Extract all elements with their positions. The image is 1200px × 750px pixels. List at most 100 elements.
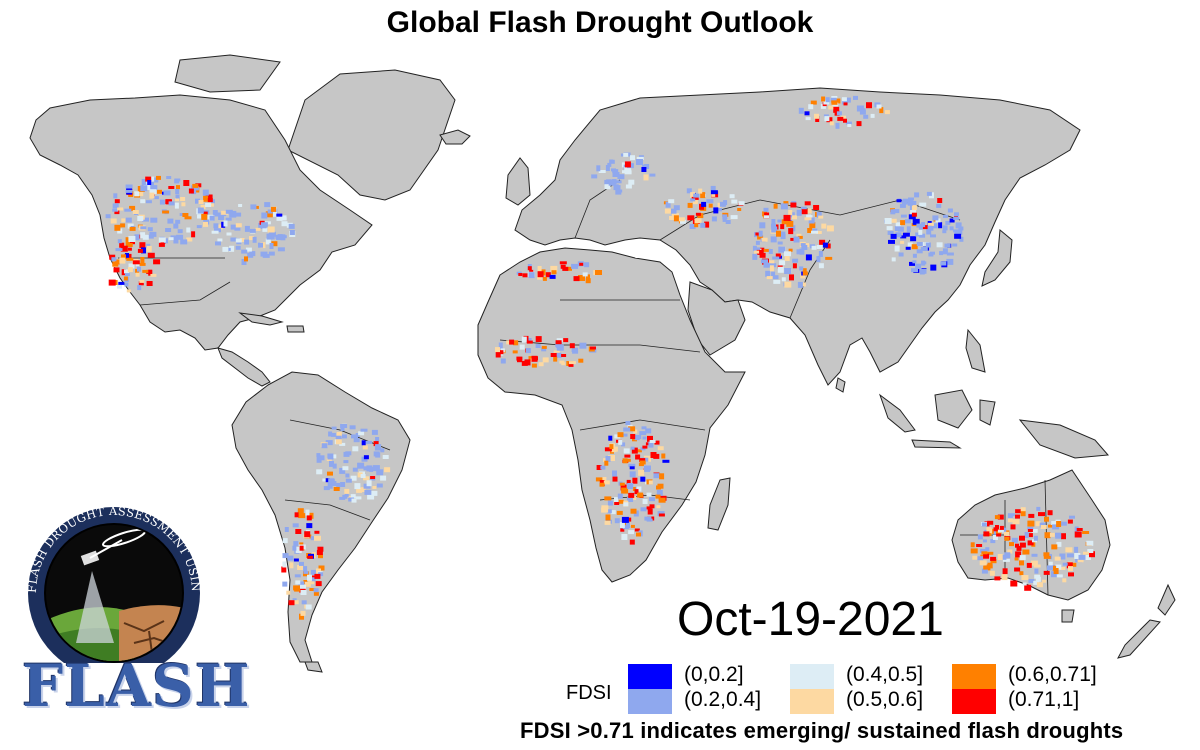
drought-pixel: [906, 226, 911, 233]
drought-pixel: [203, 195, 209, 202]
drought-pixel: [156, 175, 161, 180]
drought-pixel: [621, 442, 626, 447]
drought-pixel: [110, 218, 117, 224]
drought-pixel: [644, 164, 650, 169]
drought-pixel: [313, 588, 319, 593]
legend-label-5: (0.71,1]: [1008, 688, 1080, 711]
drought-pixel: [192, 186, 199, 191]
drought-pixel: [119, 242, 125, 248]
drought-pixel: [244, 239, 250, 245]
drought-pixel: [936, 203, 942, 208]
drought-pixel: [717, 202, 722, 208]
drought-pixel: [573, 276, 580, 282]
drought-pixel: [282, 538, 288, 544]
drought-pixel: [993, 535, 998, 540]
drought-pixel: [350, 475, 357, 481]
drought-pixel: [645, 428, 652, 434]
drought-pixel: [784, 256, 790, 261]
drought-pixel: [304, 581, 311, 587]
drought-pixel: [607, 500, 613, 506]
drought-pixel: [982, 539, 987, 543]
drought-pixel: [142, 269, 149, 273]
drought-pixel: [599, 482, 605, 487]
drought-pixel: [990, 539, 996, 544]
drought-pixel: [550, 265, 558, 272]
drought-pixel: [1007, 515, 1013, 521]
drought-pixel: [911, 268, 918, 273]
drought-pixel: [819, 239, 826, 245]
drought-pixel: [828, 105, 834, 110]
drought-pixel: [1014, 557, 1019, 561]
drought-pixel: [294, 574, 301, 578]
drought-pixel: [987, 562, 993, 567]
drought-pixel: [286, 590, 291, 595]
drought-pixel: [339, 467, 346, 474]
drought-pixel: [1031, 553, 1038, 557]
drought-pixel: [915, 232, 920, 237]
drought-pixel: [125, 184, 133, 189]
tasmania: [1061, 609, 1075, 623]
drought-pixel: [135, 272, 140, 277]
drought-pixel: [792, 215, 797, 220]
drought-pixel: [545, 272, 551, 278]
drought-pixel: [649, 440, 656, 443]
drought-pixel: [807, 208, 812, 214]
drought-pixel: [138, 281, 144, 286]
drought-pixel: [701, 201, 707, 207]
hispaniola: [286, 325, 305, 333]
drought-pixel: [1035, 576, 1041, 582]
drought-pixel: [260, 251, 268, 257]
drought-pixel: [649, 497, 655, 502]
drought-pixel: [993, 527, 999, 532]
drought-pixel: [157, 189, 162, 194]
drought-pixel: [1043, 555, 1051, 559]
drought-pixel: [816, 211, 822, 218]
drought-pixel: [561, 362, 566, 366]
drought-pixel: [314, 573, 321, 579]
drought-pixel: [142, 234, 149, 240]
drought-pixel: [152, 196, 159, 200]
drought-pixel: [1011, 537, 1018, 543]
drought-pixel: [630, 446, 635, 450]
drought-pixel: [775, 253, 781, 258]
drought-pixel: [518, 273, 523, 276]
drought-pixel: [630, 155, 635, 161]
drought-pixel: [1019, 560, 1024, 566]
drought-pixel: [300, 584, 306, 589]
drought-pixel: [765, 270, 771, 277]
drought-pixel: [311, 577, 316, 582]
drought-pixel: [184, 216, 192, 220]
drought-pixel: [914, 192, 920, 198]
drought-pixel: [146, 245, 152, 252]
drought-pixel: [571, 263, 579, 269]
drought-pixel: [127, 247, 132, 251]
drought-pixel: [1043, 570, 1050, 575]
drought-pixel: [125, 217, 132, 223]
drought-pixel: [321, 443, 328, 449]
drought-pixel: [824, 116, 830, 122]
drought-pixel: [611, 448, 617, 453]
drought-pixel: [902, 232, 910, 237]
drought-pixel: [1068, 566, 1073, 572]
drought-pixel: [843, 102, 848, 106]
drought-pixel: [1035, 521, 1041, 527]
drought-pixel: [900, 235, 907, 239]
drought-pixel: [979, 560, 987, 566]
drought-pixel: [1004, 531, 1009, 536]
drought-pixel: [628, 492, 635, 498]
drought-pixel: [125, 189, 133, 193]
drought-pixel: [158, 237, 166, 243]
drought-pixel: [174, 202, 179, 209]
drought-pixel: [980, 554, 985, 558]
drought-pixel: [1074, 531, 1082, 538]
drought-pixel: [313, 591, 319, 596]
drought-pixel: [1087, 549, 1094, 553]
drought-pixel: [1014, 567, 1021, 572]
drought-pixel: [316, 456, 322, 463]
drought-pixel: [316, 568, 321, 574]
drought-pixel: [181, 202, 186, 207]
drought-pixel: [647, 435, 653, 442]
drought-pixel: [822, 242, 828, 248]
drought-pixel: [939, 251, 944, 256]
drought-pixel: [781, 277, 786, 282]
